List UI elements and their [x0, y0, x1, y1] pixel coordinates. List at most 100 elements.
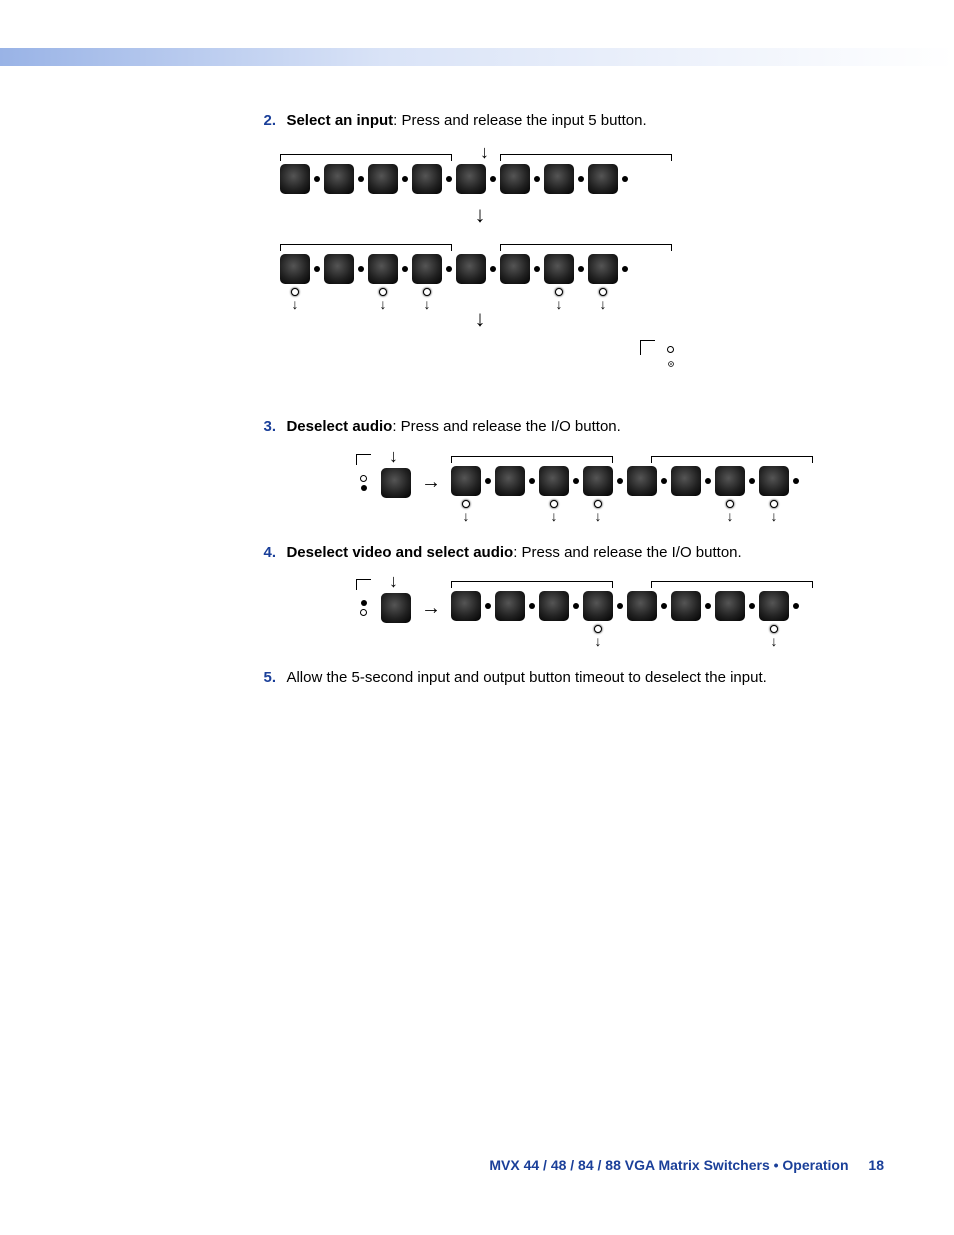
- arrow-down-icon: ↓: [551, 508, 558, 524]
- bracket-icon: [280, 154, 452, 161]
- panel-button: [412, 164, 442, 194]
- led-icon: [578, 266, 584, 272]
- led-icon: [490, 266, 496, 272]
- arrow-down-icon: ↓: [771, 508, 778, 524]
- panel-button: [324, 164, 354, 194]
- step-2-rest: : Press and release the input 5 button.: [393, 112, 647, 129]
- led-icon: [485, 478, 491, 484]
- panel-button: ↓: [368, 254, 398, 284]
- arrow-down-icon: ↓: [727, 508, 734, 524]
- step-3-diagram: ↓ → ↓↓↓↓↓: [360, 452, 890, 514]
- panel-button: [671, 591, 701, 621]
- led-icon: [705, 478, 711, 484]
- panel-button: ↓: [451, 466, 481, 496]
- step-2-bold: Select an input: [286, 112, 393, 129]
- led-icon: [617, 603, 623, 609]
- panel-button: ↓: [588, 254, 618, 284]
- led-icon: [705, 603, 711, 609]
- bracket-icon: [651, 456, 813, 463]
- bracket-icon: [500, 244, 672, 251]
- bracket-icon: [280, 244, 452, 251]
- panel-button: [456, 164, 486, 194]
- step-2-number: 2.: [250, 112, 276, 129]
- output-button-row: ↓↓: [451, 591, 789, 621]
- panel-button: ↓: [280, 254, 310, 284]
- io-led-pair: [360, 475, 367, 491]
- led-icon: [360, 609, 367, 616]
- led-icon: [661, 478, 667, 484]
- led-icon: [534, 176, 540, 182]
- led-icon: [793, 478, 799, 484]
- panel-button: [280, 164, 310, 194]
- led-below-icon: [599, 288, 607, 296]
- header-gradient-bar: [0, 48, 954, 66]
- led-icon: [361, 485, 367, 491]
- panel-button: ↓: [583, 591, 613, 621]
- panel-button: ↓: [715, 466, 745, 496]
- arrow-right-icon: →: [421, 597, 441, 620]
- led-icon: [749, 603, 755, 609]
- led-icon: [622, 266, 628, 272]
- io-led-pair: [360, 600, 367, 616]
- step-4-rest: : Press and release the I/O button.: [513, 544, 741, 561]
- led-icon: [314, 266, 320, 272]
- led-below-icon: [555, 288, 563, 296]
- led-icon: [402, 266, 408, 272]
- panel-button: ↓: [583, 466, 613, 496]
- panel-button: [544, 164, 574, 194]
- arrow-down-icon: ↓: [480, 142, 489, 163]
- step-4-number: 4.: [250, 544, 276, 561]
- bracket-icon: [451, 581, 613, 588]
- output-button-row: ↓↓↓↓↓: [451, 466, 789, 496]
- led-icon: [578, 176, 584, 182]
- bracket-icon: [500, 154, 672, 161]
- arrow-down-icon: ↓: [424, 296, 431, 312]
- panel-button: ↓: [412, 254, 442, 284]
- footer-title: MVX 44 / 48 / 84 / 88 VGA Matrix Switche…: [489, 1157, 848, 1173]
- panel-button: [627, 466, 657, 496]
- led-icon: [573, 478, 579, 484]
- input-button-row: [280, 164, 680, 194]
- led-icon: [661, 603, 667, 609]
- panel-button: [715, 591, 745, 621]
- io-button-group: ↓: [360, 468, 411, 498]
- panel-button: [324, 254, 354, 284]
- panel-button: ↓: [759, 466, 789, 496]
- step-2-diagram: ↓ ↓ ↓↓↓↓↓ ↓: [280, 146, 890, 388]
- led-icon: [617, 478, 623, 484]
- step-5-text: Allow the 5-second input and output butt…: [286, 669, 766, 686]
- arrow-down-icon: ↓: [595, 633, 602, 649]
- led-icon: [667, 346, 674, 353]
- led-below-icon: [423, 288, 431, 296]
- step-2: 2. Select an input: Press and release th…: [250, 110, 890, 388]
- arrow-down-icon: ↓: [280, 306, 680, 332]
- arrow-down-icon: ↓: [595, 508, 602, 524]
- panel-button: [495, 591, 525, 621]
- arrow-down-icon: ↓: [389, 571, 398, 592]
- step-3-number: 3.: [250, 418, 276, 435]
- footer-page-number: 18: [868, 1157, 884, 1173]
- led-below-icon: [291, 288, 299, 296]
- led-icon: [446, 176, 452, 182]
- arrow-down-icon: ↓: [380, 296, 387, 312]
- panel-button: [539, 591, 569, 621]
- led-icon: [402, 176, 408, 182]
- panel-button: [627, 591, 657, 621]
- led-below-icon: [550, 500, 558, 508]
- led-icon: [793, 603, 799, 609]
- page-content: 2. Select an input: Press and release th…: [250, 110, 890, 717]
- bracket-icon: [451, 456, 613, 463]
- led-below-icon: [726, 500, 734, 508]
- step-4-diagram: ↓ → ↓↓: [360, 577, 890, 639]
- panel-button: ↓: [759, 591, 789, 621]
- step-4: 4. Deselect video and select audio: Pres…: [250, 542, 890, 640]
- arrow-down-icon: ↓: [389, 446, 398, 467]
- led-below-icon: [379, 288, 387, 296]
- led-icon: [534, 266, 540, 272]
- step-3-rest: : Press and release the I/O button.: [392, 418, 620, 435]
- step-5: 5. Allow the 5-second input and output b…: [250, 667, 890, 689]
- arrow-down-icon: ↓: [280, 202, 680, 228]
- arrow-down-icon: ↓: [463, 508, 470, 524]
- arrow-right-icon: →: [421, 471, 441, 494]
- arrow-down-icon: ↓: [771, 633, 778, 649]
